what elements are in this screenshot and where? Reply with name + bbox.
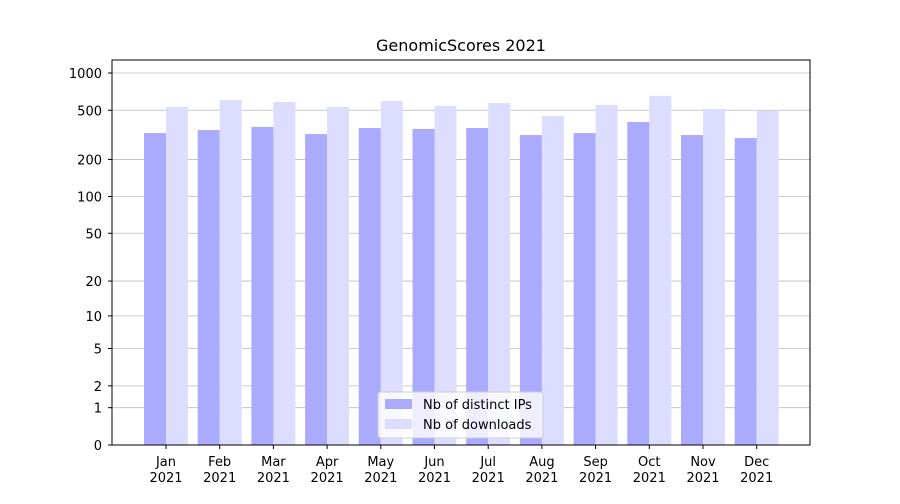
bar <box>197 130 220 445</box>
bar <box>380 100 403 446</box>
y-tick-label: 2 <box>94 380 102 395</box>
y-tick-label: 5 <box>94 343 102 358</box>
bar <box>166 107 188 446</box>
legend-label: Nb of downloads <box>423 418 532 433</box>
x-tick-label: Oct 2021 <box>633 455 666 486</box>
bar <box>595 104 618 446</box>
legend-swatch <box>385 419 412 429</box>
x-tick-label: Mar 2021 <box>257 455 290 486</box>
bar <box>144 133 166 445</box>
x-tick-label: Aug 2021 <box>525 455 558 486</box>
x-tick-label: Dec 2021 <box>740 455 773 486</box>
bar <box>327 107 350 446</box>
bar <box>251 126 274 445</box>
y-tick-label: 1000 <box>69 67 102 82</box>
bar <box>434 105 457 446</box>
bar <box>273 102 296 445</box>
x-tick-label: Jan 2021 <box>149 455 182 486</box>
x-tick-label: Apr 2021 <box>311 455 344 486</box>
bar <box>681 135 703 445</box>
bar <box>627 121 650 445</box>
bar <box>305 134 328 445</box>
x-tick-label: Sep 2021 <box>579 455 612 486</box>
bar <box>756 111 779 446</box>
bar <box>466 128 489 445</box>
y-tick-label: 100 <box>77 190 102 205</box>
bar <box>703 108 725 446</box>
y-tick-label: 200 <box>77 153 102 168</box>
y-tick-label: 20 <box>85 275 102 290</box>
y-tick-label: 500 <box>77 104 102 119</box>
bar <box>488 102 511 445</box>
x-tick-label: Jun 2021 <box>418 455 451 486</box>
x-tick-label: May 2021 <box>364 455 397 486</box>
legend: Nb of distinct IPs Nb of downloads <box>377 391 544 439</box>
x-tick-label: Nov 2021 <box>686 455 719 486</box>
bar <box>649 95 672 445</box>
x-tick-label: Jul 2021 <box>472 455 505 486</box>
bar <box>541 116 564 446</box>
y-tick-label: 10 <box>85 310 102 325</box>
y-tick-label: 0 <box>94 439 102 454</box>
chart-title: GenomicScores 2021 <box>376 36 546 55</box>
bar <box>219 100 242 446</box>
bar <box>412 128 435 445</box>
bar <box>358 128 381 445</box>
plot-frame <box>111 59 811 446</box>
legend-swatch <box>385 399 412 409</box>
y-tick-label: 1 <box>94 402 102 417</box>
x-tick-label: Feb 2021 <box>203 455 236 486</box>
bar <box>573 133 596 445</box>
legend-label: Nb of distinct IPs <box>423 398 532 413</box>
y-tick-label: 50 <box>85 227 102 242</box>
legend-box <box>377 391 544 439</box>
bar <box>734 138 757 445</box>
bar <box>519 135 542 445</box>
